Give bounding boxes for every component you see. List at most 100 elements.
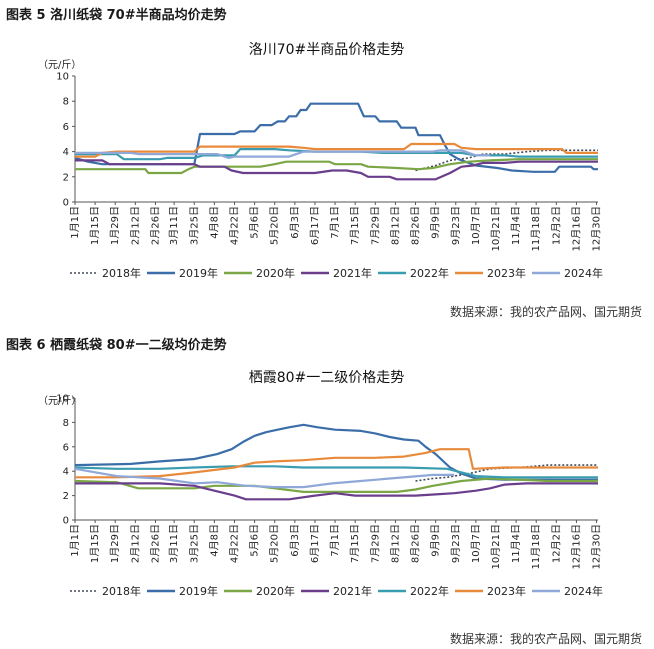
x-tick-label: 2月26日	[149, 206, 161, 245]
series-line-2019	[74, 102, 598, 173]
x-tick-label: 12月16日	[570, 524, 582, 569]
data-source-1: 数据来源：我的农产品网、国元期货	[449, 305, 642, 319]
x-tick-label: 8月26日	[410, 206, 422, 245]
legend-label: 2024年	[564, 584, 603, 598]
x-tick-label: 11月18日	[530, 206, 542, 251]
legend-label: 2018年	[102, 584, 141, 598]
x-tick-label: 12月2日	[550, 524, 562, 563]
y-tick-label: 6	[63, 122, 69, 133]
y-tick-label: 8	[63, 97, 69, 108]
x-tick-label: 6月17日	[309, 206, 321, 245]
y-tick-label: 4	[63, 467, 69, 478]
y-tick-label: 6	[63, 442, 69, 453]
series-line-2021	[75, 482, 598, 501]
data-source-2: 数据来源：我的农产品网、国元期货	[449, 632, 642, 646]
figure-caption-2: 图表 6 栖霞纸袋 80#一二级均价走势	[6, 338, 227, 353]
x-tick-label: 9月9日	[430, 206, 442, 239]
legend-label: 2021年	[333, 584, 372, 598]
y-tick-label: 2	[63, 172, 69, 183]
x-tick-label: 1月15日	[89, 524, 101, 563]
x-tick-label: 10月7日	[470, 206, 482, 245]
qixia-price-chart: 栖霞80#一二级价格走势 （元/斤） 0 2 4 6 8 10 1月1日 1月15日 1月29日 2月…	[38, 370, 603, 598]
x-tick-label: 7月15日	[349, 206, 361, 245]
series-line-2024	[74, 467, 455, 489]
x-tick-label: 12月30日	[591, 524, 603, 569]
x-tick-label: 12月16日	[570, 206, 582, 251]
x-tick-label: 5月6日	[249, 206, 261, 239]
series-line-2020	[74, 477, 598, 493]
x-tick-label: 9月9日	[430, 524, 442, 557]
series-line-2022	[75, 148, 598, 161]
x-tick-label: 7月29日	[369, 206, 381, 245]
x-tick-label: 9月23日	[450, 524, 462, 563]
x-tick-label: 1月1日	[69, 524, 81, 557]
y-tick-label: 10	[56, 72, 69, 83]
legend-label: 2022年	[410, 584, 449, 598]
x-tick-label: 1月29日	[109, 524, 121, 563]
series-line-2024	[75, 149, 491, 159]
y-tick-label: 4	[63, 147, 69, 158]
x-tick-label: 11月18日	[530, 524, 542, 569]
x-tick-label: 3月25日	[188, 206, 200, 245]
legend-label: 2020年	[256, 584, 295, 598]
x-tick-label: 8月26日	[410, 524, 422, 563]
x-tick-label: 10月21日	[490, 524, 502, 569]
x-tick-label: 4月22日	[228, 524, 240, 563]
x-tick-label: 12月2日	[550, 206, 562, 245]
legend-label: 2020年	[256, 266, 295, 280]
x-tick-label: 1月29日	[109, 206, 121, 245]
unit-label: （元/斤）	[38, 59, 81, 71]
x-tick-label: 7月15日	[349, 524, 361, 563]
legend-label: 2019年	[179, 266, 218, 280]
x-tick-label: 1月15日	[89, 206, 101, 245]
x-tick-label: 12月30日	[591, 206, 603, 251]
x-tick-label: 4月8日	[208, 524, 220, 557]
y-tick-label: 2	[63, 491, 69, 502]
x-tick-label: 3月11日	[168, 206, 180, 245]
x-tick-label: 7月29日	[369, 524, 381, 563]
x-tick-label: 1月1日	[69, 206, 81, 239]
chart-title: 栖霞80#一二级价格走势	[249, 370, 405, 386]
x-tick-label: 9月23日	[450, 206, 462, 245]
series-line-2023	[75, 448, 598, 479]
legend-label: 2022年	[410, 266, 449, 280]
y-tick-label: 10	[56, 394, 69, 405]
legend-label: 2023年	[487, 584, 526, 598]
x-tick-label: 6月3日	[289, 206, 301, 239]
legend-label: 2021年	[333, 266, 372, 280]
legend-label: 2024年	[564, 266, 603, 280]
legend-label: 2018年	[102, 266, 141, 280]
x-tick-label: 10月7日	[470, 524, 482, 563]
x-tick-label: 7月1日	[329, 206, 341, 239]
luochuan-price-chart: 洛川70#半商品价格走势 （元/斤） 0 2 4 6 8 10 1月1日 1月15日 1月29日 2月…	[38, 42, 603, 280]
x-tick-label: 8月12日	[389, 206, 401, 245]
series-line-2021	[75, 159, 598, 181]
x-tick-label: 7月1日	[329, 524, 341, 557]
x-tick-label: 5月20日	[269, 206, 281, 245]
x-tick-label: 8月12日	[389, 524, 401, 563]
legend-label: 2023年	[487, 266, 526, 280]
x-tick-label: 4月22日	[228, 206, 240, 245]
series-line-2022	[74, 465, 598, 479]
legend-label: 2019年	[179, 584, 218, 598]
figure-caption-1: 图表 5 洛川纸袋 70#半商品均价走势	[6, 8, 227, 23]
x-tick-label: 2月12日	[129, 206, 141, 245]
x-tick-label: 11月4日	[510, 206, 522, 245]
y-tick-label: 0	[63, 516, 69, 527]
series-line-2020	[75, 158, 598, 175]
y-tick-label: 8	[63, 418, 69, 429]
unit-label: （元/斤）	[38, 395, 81, 407]
x-tick-label: 5月20日	[269, 524, 281, 563]
x-tick-label: 6月3日	[289, 524, 301, 557]
series-line-2019	[74, 423, 598, 481]
series-line-2018	[415, 149, 598, 172]
x-tick-label: 5月6日	[249, 524, 261, 557]
x-tick-label: 2月12日	[129, 524, 141, 563]
x-tick-label: 3月11日	[168, 524, 180, 563]
series-line-2018	[415, 464, 598, 482]
x-tick-label: 4月8日	[208, 206, 220, 239]
x-tick-label: 3月25日	[188, 524, 200, 563]
x-tick-label: 11月4日	[510, 524, 522, 563]
x-tick-label: 10月21日	[490, 206, 502, 251]
chart-title: 洛川70#半商品价格走势	[249, 42, 405, 58]
